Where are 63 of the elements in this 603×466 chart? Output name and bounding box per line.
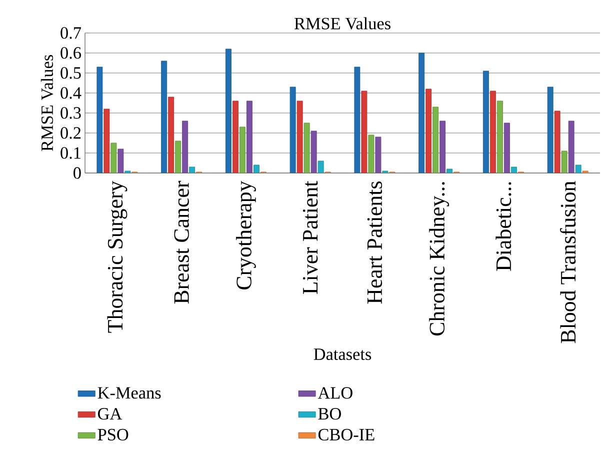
x-tick-label: Breast Cancer [174, 180, 189, 304]
x-tick-label: Diabetic... [496, 182, 512, 271]
x-tick-label: Chronic Kidney... [429, 182, 450, 336]
bar [446, 168, 453, 173]
bar [175, 140, 182, 173]
bar [304, 122, 310, 173]
legend-label: ALO [318, 387, 352, 399]
bar [547, 86, 554, 173]
bar [418, 52, 425, 173]
x-tick-label: Blood Transfusion [560, 181, 576, 344]
y-tick-label: 0.4 [60, 87, 82, 99]
y-tick-label: 0.3 [60, 107, 81, 119]
bar [354, 66, 360, 173]
x-tick-label: Liver Patient [302, 180, 318, 294]
legend-label: BO [318, 408, 341, 420]
legend-label: GA [98, 408, 122, 420]
legend-label: PSO [98, 428, 128, 440]
bar [440, 120, 446, 173]
bar [118, 148, 124, 173]
bar [110, 142, 117, 173]
x-tick-label: Thoracic Surgery [107, 180, 128, 333]
y-axis-title: RMSE Values [40, 55, 54, 152]
bar [561, 150, 568, 173]
bar [246, 100, 252, 173]
bar [432, 106, 439, 173]
bar [482, 70, 489, 173]
bar [189, 166, 196, 173]
bar [161, 60, 168, 173]
y-tick-label: 0.5 [60, 67, 81, 79]
bar [426, 88, 432, 173]
bar [575, 164, 582, 173]
bar [368, 134, 374, 173]
y-tick-label: 0 [74, 167, 81, 179]
bar [568, 120, 574, 173]
bar [104, 108, 110, 173]
bar [182, 120, 188, 173]
x-tick-label: Heart Patients [367, 182, 382, 304]
bar [554, 110, 560, 173]
legend-label: CBO-IE [318, 428, 374, 440]
bar [296, 100, 303, 173]
x-axis-title: Datasets [314, 348, 372, 360]
bar [318, 160, 324, 173]
bar [168, 96, 174, 173]
bar [490, 90, 496, 173]
bar [496, 100, 503, 173]
bar [253, 164, 260, 173]
y-tick-label: 0.6 [60, 47, 81, 59]
bar [375, 136, 382, 173]
y-tick-label: 0.2 [60, 127, 81, 139]
bar [239, 126, 246, 173]
y-tick-label: 0.7 [60, 27, 81, 39]
y-tick-label: 0.1 [60, 147, 80, 159]
bar [225, 48, 232, 173]
x-tick-label: Cryotherapy [236, 180, 256, 290]
bar [510, 166, 517, 173]
bar [504, 122, 510, 173]
legend-label: K-Means [98, 387, 161, 399]
bar [232, 100, 238, 173]
bar [361, 90, 368, 173]
bar [96, 66, 103, 173]
bar [310, 130, 317, 173]
chart-title: RMSE Values [294, 17, 390, 30]
bar [290, 86, 296, 173]
